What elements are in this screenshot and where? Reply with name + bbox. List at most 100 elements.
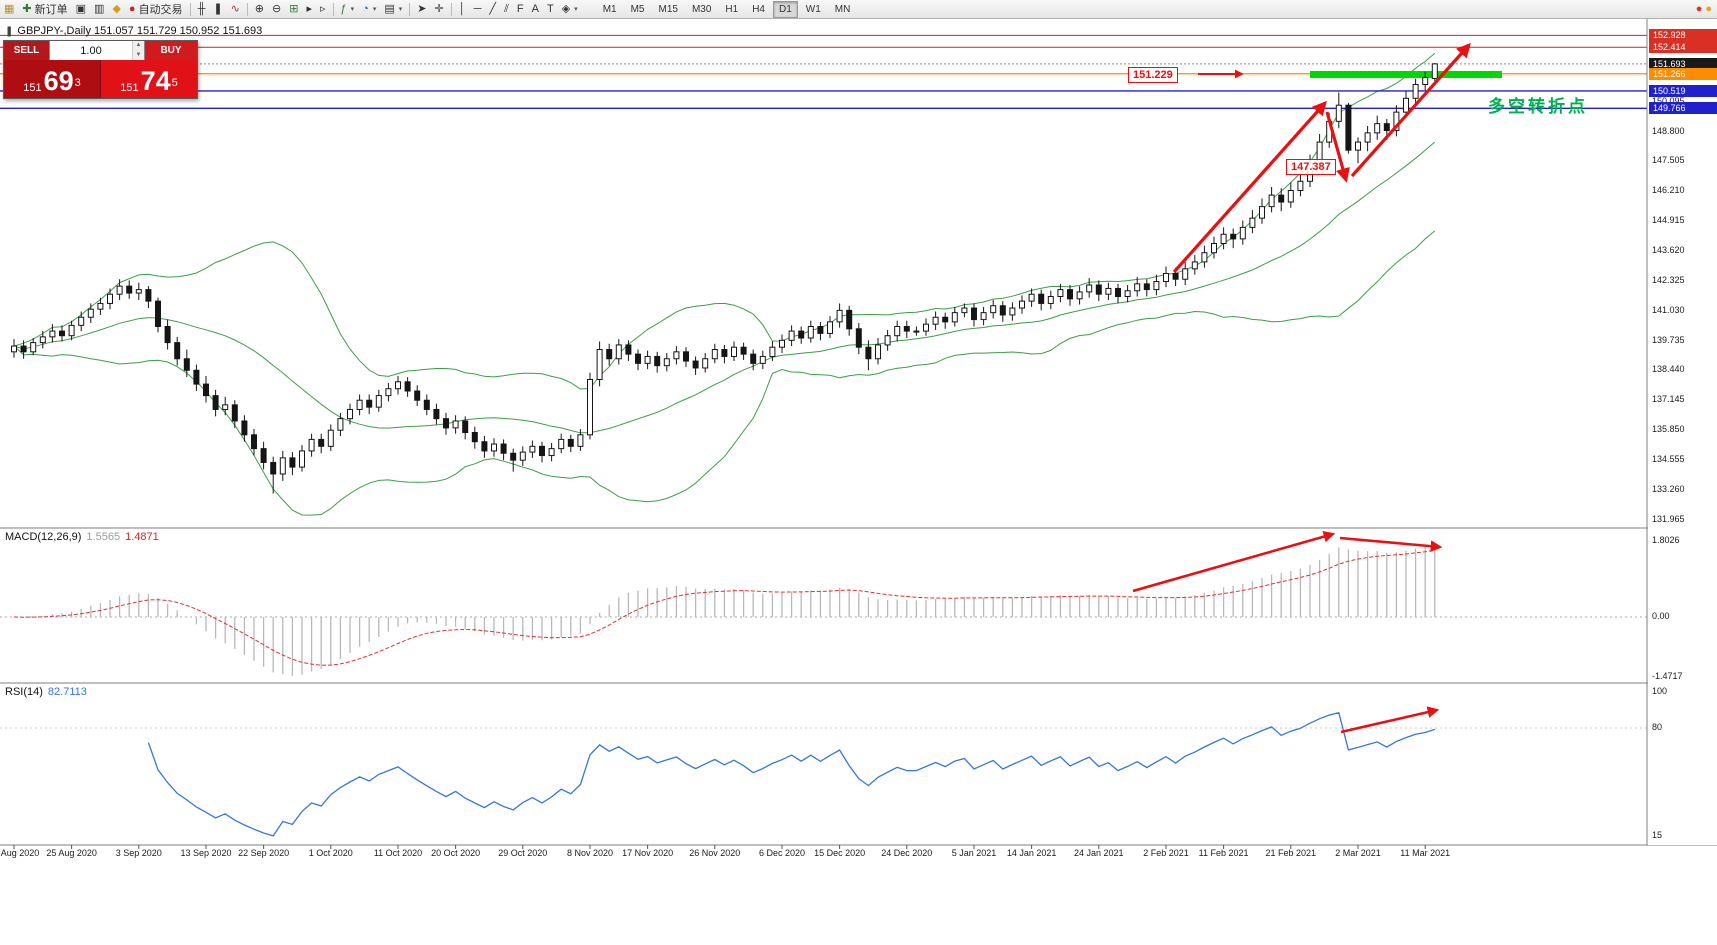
trendline-button[interactable]: ╱ — [485, 1, 500, 17]
candle-body — [999, 305, 1006, 316]
candle-body — [1403, 97, 1409, 113]
bull-bear-turning-point-note[interactable]: 多空转折点 — [1488, 97, 1588, 116]
candle-body — [1047, 296, 1054, 304]
cursor-button[interactable]: ➤ — [413, 1, 430, 17]
line-chart-button[interactable]: ∿ — [227, 1, 244, 17]
candle-body — [423, 399, 430, 410]
volume-field[interactable]: 1.00 ▲ ▼ — [49, 41, 145, 60]
candle-body — [327, 429, 334, 447]
candle-body — [1057, 289, 1064, 298]
rsi-value: 82.7113 — [47, 686, 87, 698]
macd-trend-arrow[interactable] — [1339, 536, 1443, 552]
volume-increase-button[interactable]: ▲ — [133, 41, 144, 51]
bid-price-display[interactable]: 151 69 3 — [4, 60, 100, 98]
metaeditor-button[interactable]: ◆ — [108, 1, 124, 17]
terminal-chart-button[interactable]: ▦ — [0, 1, 18, 17]
indicators-button[interactable]: ƒ ▾ — [337, 1, 359, 17]
toolbar-separator — [450, 2, 452, 16]
support-zone-highlight[interactable] — [1310, 71, 1502, 78]
candle-body — [625, 344, 632, 355]
price-annotation-151229[interactable]: 151.229 — [1128, 67, 1178, 83]
candle-body — [529, 445, 536, 453]
candle-body — [1211, 243, 1217, 254]
macd-trend-arrow[interactable] — [1132, 530, 1336, 593]
candle-body — [375, 395, 382, 408]
vertical-line-button[interactable]: │ — [455, 1, 470, 17]
candle-body — [1268, 194, 1275, 208]
crosshair-button[interactable]: ✛ — [430, 1, 447, 17]
candle-body — [961, 307, 968, 314]
arrows-button[interactable]: ◈ ▾ — [558, 1, 582, 17]
chart-shift-icon: ▹ — [319, 3, 326, 15]
trend-arrow[interactable] — [1350, 42, 1471, 178]
timeframe-h1-button[interactable]: H1 — [725, 3, 739, 15]
tile-windows-button[interactable]: ⊞ — [285, 1, 302, 17]
orange-status-icon[interactable]: ● — [1705, 3, 1712, 15]
candlestick-chart-button[interactable]: ❚ — [209, 1, 226, 17]
timeframe-w1-button[interactable]: W1 — [805, 3, 821, 15]
volume-decrease-button[interactable]: ▼ — [133, 50, 144, 60]
text-icon: A — [531, 3, 539, 15]
timeframe-m15-button[interactable]: M15 — [658, 3, 678, 15]
timeframe-m5-button[interactable]: M5 — [630, 3, 645, 15]
candle-body — [164, 325, 171, 344]
timeframe-h4-button[interactable]: H4 — [752, 3, 765, 15]
chart-shift-button[interactable]: ▹ — [316, 1, 330, 17]
tile-windows-icon: ⊞ — [289, 3, 299, 15]
timeframe-mn-button[interactable]: MN — [834, 3, 851, 15]
macd-value: 1.5565 — [86, 531, 121, 543]
volume-value[interactable]: 1.00 — [80, 44, 102, 57]
auto-scroll-button[interactable]: ▸ — [302, 1, 316, 17]
price-annotation-147387[interactable]: 147.387 — [1286, 159, 1336, 175]
candle-body — [1230, 233, 1237, 240]
candle-body — [731, 346, 737, 357]
candle-body — [356, 399, 363, 410]
timeframe-d1-button[interactable]: D1 — [773, 0, 798, 18]
new-order-button[interactable]: ✚ 新订单 — [18, 1, 71, 17]
toolbar-separator — [409, 2, 411, 16]
trend-arrow[interactable] — [1172, 100, 1327, 274]
periods-button[interactable]: ◔ ▾ — [358, 1, 380, 17]
rsi-trend-arrow[interactable] — [1340, 706, 1440, 734]
chart-window-button[interactable]: ▣ — [72, 1, 90, 17]
horizontal-line-button[interactable]: ─ — [470, 1, 486, 17]
candle-body — [836, 309, 843, 323]
sell-button[interactable]: SELL — [4, 41, 49, 60]
candle-body — [222, 404, 229, 410]
zoom-out-button[interactable]: ⊖ — [268, 1, 285, 17]
candle-body — [923, 323, 929, 332]
price-axis[interactable]: 150.095 148.800 147.505 146.210 144.915 143.6… — [1648, 18, 1717, 845]
candle-body — [11, 345, 17, 353]
candle-body — [846, 309, 853, 330]
profiles-button[interactable]: ▥ — [90, 1, 108, 17]
toolbar-separator — [332, 2, 334, 16]
price-axis-label: 143.620 — [1652, 244, 1685, 255]
zoom-in-button[interactable]: ⊕ — [251, 1, 268, 17]
bar-chart-icon: ╫ — [197, 3, 206, 15]
autotrading-button[interactable]: ● 自动交易 — [125, 1, 187, 17]
trend-arrow[interactable] — [1325, 111, 1350, 183]
fibonacci-button[interactable]: F — [513, 1, 528, 17]
bid-pips: 69 — [43, 66, 74, 96]
text-button[interactable]: A — [528, 1, 543, 17]
chart-window-icon: ▣ — [75, 3, 87, 15]
rsi-axis-label: 80 — [1652, 722, 1663, 732]
templates-button[interactable]: ▤ ▾ — [380, 1, 406, 17]
candle-body — [279, 457, 286, 475]
ask-price-display[interactable]: 151 74 5 — [100, 60, 197, 98]
timeframe-m1-button[interactable]: M1 — [602, 3, 617, 15]
candle-body — [1153, 281, 1160, 291]
candle-body — [212, 395, 219, 410]
red-status-icon[interactable]: ● — [1695, 3, 1703, 15]
vertical-line-icon: │ — [458, 3, 466, 15]
time-axis-label: 25 Aug 2020 — [46, 848, 97, 858]
time-axis-label: 15 Dec 2020 — [814, 848, 866, 858]
bar-chart-button[interactable]: ╫ — [194, 1, 210, 17]
buy-button[interactable]: BUY — [145, 41, 197, 60]
text-label-button[interactable]: T — [543, 1, 558, 17]
timeframe-m30-button[interactable]: M30 — [691, 3, 712, 15]
equidistant-channel-button[interactable]: ⫽ — [500, 1, 513, 17]
time-axis-label: 11 Oct 2020 — [373, 848, 423, 858]
candle-body — [462, 420, 469, 434]
